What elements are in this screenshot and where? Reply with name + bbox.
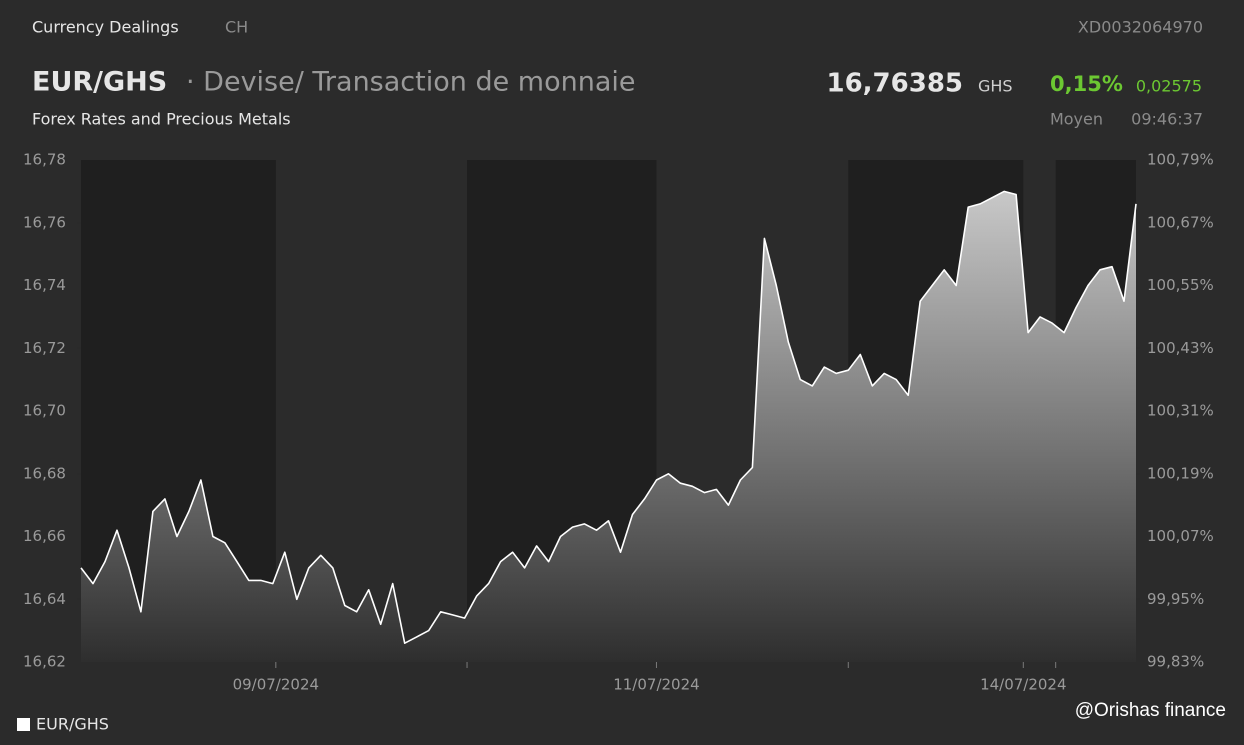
price-type: Moyen <box>1050 110 1103 129</box>
price-line <box>80 190 1137 644</box>
currency: GHS <box>978 77 1013 96</box>
y2-tick-label: 100,79% <box>1147 151 1214 169</box>
y-tick-label: 16,62 <box>23 653 66 671</box>
y2-tick-label: 100,19% <box>1147 464 1214 482</box>
y-tick-label: 16,78 <box>23 151 66 169</box>
x-tick-label: 11/07/2024 <box>613 676 699 694</box>
plot: 09/07/2024 11/07/2024 14/07/2024 16,62 16,64… <box>23 151 1214 694</box>
isin: XD0032064970 <box>1078 18 1203 37</box>
y2-tick-label: 100,31% <box>1147 402 1214 420</box>
symbol: EUR/GHS <box>32 67 167 98</box>
y-tick-label: 16,66 <box>23 527 66 545</box>
y2-tick-label: 100,43% <box>1147 339 1214 357</box>
y-tick-label: 16,70 <box>23 402 66 420</box>
y2-tick-label: 99,83% <box>1147 653 1204 671</box>
time: 09:46:37 <box>1131 110 1203 129</box>
y-tick-label: 16,74 <box>23 276 66 294</box>
subtitle: Forex Rates and Precious Metals <box>32 110 291 129</box>
y-tick-label: 16,76 <box>23 213 66 231</box>
legend-swatch <box>17 718 30 731</box>
y2-tick-label: 100,67% <box>1147 213 1214 231</box>
watermark: @Orishas finance <box>1075 700 1226 721</box>
x-tick-label: 14/07/2024 <box>980 676 1066 694</box>
x-tick-label: 09/07/2024 <box>233 676 319 694</box>
y-tick-label: 16,68 <box>23 464 66 482</box>
country: CH <box>225 18 248 37</box>
category: Currency Dealings <box>32 18 179 37</box>
area-fill <box>81 191 1136 662</box>
y2-tick-label: 100,07% <box>1147 527 1214 545</box>
y2-tick-label: 99,95% <box>1147 590 1204 608</box>
y-tick-label: 16,64 <box>23 590 66 608</box>
y2-tick-label: 100,55% <box>1147 276 1214 294</box>
price: 16,76385 <box>826 69 963 99</box>
description: · Devise/ Transaction de monnaie <box>186 67 635 98</box>
legend-label: EUR/GHS <box>36 715 109 734</box>
change-pct: 0,15% <box>1050 72 1123 96</box>
change-abs: 0,02575 <box>1136 77 1202 96</box>
y-tick-label: 16,72 <box>23 339 66 357</box>
